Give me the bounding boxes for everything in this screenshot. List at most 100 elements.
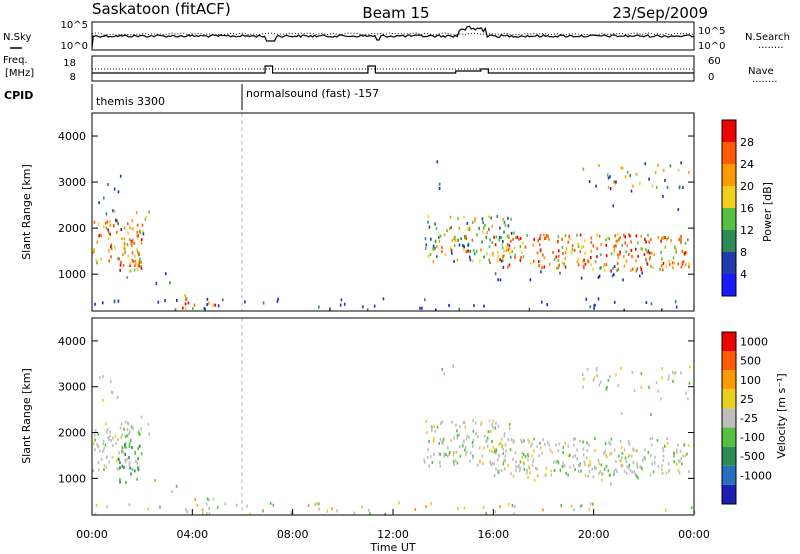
- scatter-cell: [438, 182, 441, 186]
- scatter-cell: [445, 453, 447, 457]
- scatter-cell: [679, 449, 682, 453]
- scatter-cell: [503, 458, 505, 462]
- scatter-cell: [96, 240, 98, 244]
- scatter-cell: [655, 381, 658, 385]
- scatter-cell: [138, 264, 140, 268]
- scatter-cell: [528, 440, 530, 444]
- scatter-cell: [588, 443, 590, 447]
- scatter-cell: [563, 262, 565, 266]
- scatter-cell: [600, 266, 602, 270]
- scatter-cell: [635, 172, 638, 176]
- scatter-cell: [438, 239, 441, 243]
- scatter-cell: [463, 245, 465, 249]
- scatter-cell: [519, 460, 522, 464]
- scatter-cell: [497, 255, 499, 259]
- scatter-cell: [577, 245, 580, 248]
- scatter-cell: [108, 460, 110, 464]
- scatter-cell: [562, 252, 564, 256]
- scatter-cell: [631, 255, 633, 259]
- scatter-cell: [684, 263, 687, 267]
- scatter-cell: [559, 271, 561, 275]
- scatter-cell: [510, 239, 512, 243]
- scatter-cell: [567, 240, 570, 244]
- scatter-cell: [620, 412, 623, 416]
- velocity-colorbar: 1000 500 100 25 -25 -100 -500 -1000: [721, 331, 772, 505]
- scatter-cell: [121, 464, 124, 468]
- scatter-cell: [244, 300, 246, 304]
- scatter-cell: [615, 180, 617, 184]
- scatter-cell: [136, 223, 139, 227]
- scatter-cell: [491, 450, 493, 453]
- scatter-cell: [641, 459, 644, 462]
- scatter-cell: [579, 504, 582, 508]
- scatter-cell: [615, 467, 617, 471]
- scatter-cell: [127, 231, 130, 235]
- scatter-cell: [513, 512, 515, 516]
- scatter-cell: [123, 226, 126, 230]
- scatter-cell: [509, 255, 512, 259]
- scatter-cell: [609, 442, 612, 446]
- scatter-cell: [626, 465, 628, 469]
- scatter-cell: [609, 175, 611, 179]
- scatter-cell: [456, 461, 459, 465]
- colorbar-tick-label: 25: [740, 393, 754, 406]
- scatter-cell: [212, 303, 215, 307]
- scatter-cell: [629, 234, 631, 238]
- scatter-cell: [564, 251, 567, 255]
- scatter-cell: [570, 251, 573, 255]
- scatter-cell: [126, 457, 128, 461]
- scatter-cell: [134, 254, 136, 258]
- scatter-cell: [593, 306, 595, 310]
- scatter-cell: [600, 380, 602, 384]
- scatter-cell: [677, 168, 680, 172]
- scatter-cell: [613, 300, 616, 304]
- scatter-cell: [222, 298, 224, 302]
- scatter-cell: [128, 445, 131, 448]
- scatter-cell: [367, 508, 370, 512]
- scatter-cell: [526, 468, 528, 472]
- scatter-cell: [592, 475, 595, 479]
- scatter-cell: [573, 249, 576, 252]
- scatter-cell: [576, 448, 578, 452]
- scatter-cell: [590, 236, 593, 240]
- scatter-cell: [564, 441, 567, 445]
- scatter-cell: [136, 234, 138, 238]
- scatter-cell: [641, 247, 643, 251]
- scatter-cell: [536, 445, 538, 448]
- scatter-cell: [108, 259, 111, 263]
- scatter-cell: [588, 464, 590, 468]
- scatter-cell: [144, 217, 147, 221]
- scatter-cell: [600, 472, 603, 476]
- scatter-cell: [98, 233, 101, 237]
- scatter-cell: [666, 442, 669, 445]
- scatter-cell: [594, 449, 596, 453]
- scatter-cell: [552, 460, 555, 464]
- scatter-cell: [118, 451, 120, 455]
- scatter-cell: [467, 227, 469, 231]
- scatter-cell: [109, 430, 111, 434]
- scatter-cell: [339, 303, 342, 307]
- cpid-segment-normalsound: normalsound (fast) -157: [246, 87, 379, 100]
- scatter-cell: [139, 229, 141, 233]
- scatter-cell: [443, 372, 445, 376]
- scatter-cell: [448, 227, 451, 230]
- slant-range-tick-label: 2000: [58, 222, 86, 235]
- scatter-cell: [110, 243, 113, 247]
- scatter-cell: [583, 266, 585, 270]
- scatter-cell: [137, 468, 140, 472]
- scatter-cell: [536, 251, 539, 255]
- scatter-cell: [138, 465, 140, 469]
- scatter-cell: [532, 460, 534, 464]
- scatter-cell: [636, 463, 639, 467]
- slant-range-tick-label: 2000: [58, 427, 86, 440]
- scatter-cell: [636, 267, 639, 271]
- scatter-cell: [110, 247, 113, 251]
- scatter-cell: [625, 250, 627, 254]
- scatter-cell: [596, 374, 598, 377]
- scatter-cell: [610, 451, 613, 455]
- scatter-cell: [667, 377, 669, 381]
- scatter-cell: [651, 443, 653, 447]
- scatter-cell: [481, 240, 483, 244]
- scatter-cell: [640, 372, 643, 375]
- scatter-cell: [602, 451, 605, 455]
